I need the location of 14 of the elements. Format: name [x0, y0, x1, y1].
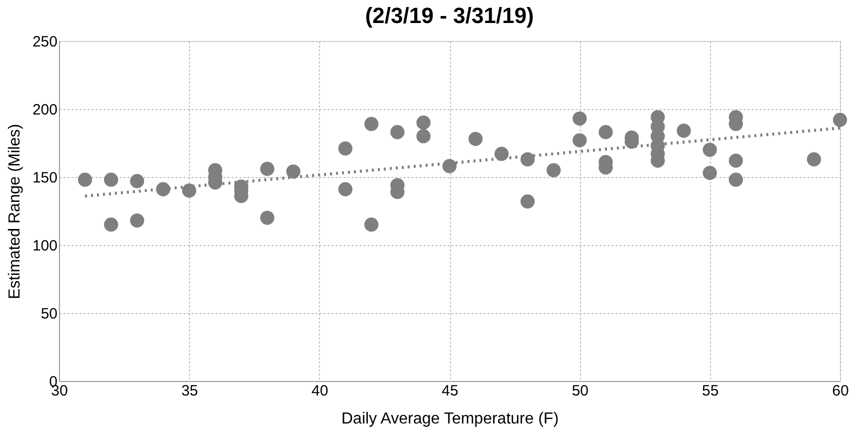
- y-tick-label: 50: [40, 306, 58, 322]
- chart-title: (2/3/19 - 3/31/19): [365, 3, 534, 28]
- y-tick-label: 150: [32, 170, 58, 186]
- x-tick-label: 40: [311, 382, 328, 400]
- x-tick-label: 35: [181, 382, 198, 400]
- y-tick-label: 250: [32, 34, 58, 50]
- y-axis-title: Estimated Range (Miles): [6, 124, 24, 300]
- x-tick-label: 55: [702, 382, 719, 400]
- x-tick-label: 60: [832, 382, 849, 400]
- x-tick-label: 45: [442, 382, 458, 400]
- y-tick-label: 200: [32, 102, 58, 118]
- x-tick-label: 50: [572, 382, 589, 400]
- y-tick-label: 100: [32, 238, 58, 254]
- x-axis-title: Daily Average Temperature (F): [341, 410, 559, 428]
